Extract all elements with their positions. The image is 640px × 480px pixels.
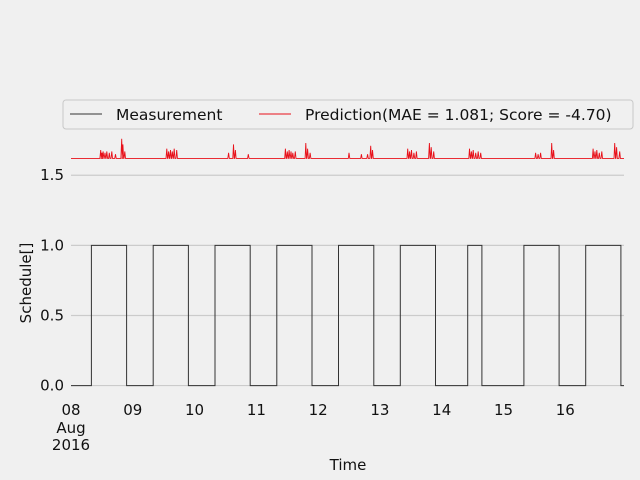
y-axis-label: Schedule[] <box>17 243 35 324</box>
x-tick-label-6: 14 <box>432 401 451 419</box>
x-axis-label: Time <box>329 456 367 474</box>
grid <box>71 175 624 385</box>
x-tick-label-3: 11 <box>247 401 266 419</box>
x-tick-label-2: 10 <box>185 401 204 419</box>
x-tick-label-0: 08 <box>61 401 80 419</box>
x-tick-sublabel-0-0: Aug <box>56 419 85 437</box>
y-tick-label-2: 1.0 <box>40 236 64 254</box>
x-tick-label-7: 15 <box>494 401 513 419</box>
x-tick-label-1: 09 <box>123 401 142 419</box>
y-tick-label-1: 0.5 <box>40 306 64 324</box>
legend-label-prediction: Prediction(MAE = 1.081; Score = -4.70) <box>305 106 612 124</box>
y-tick-label-0: 0.0 <box>40 377 64 395</box>
x-tick-label-8: 16 <box>556 401 575 419</box>
series-prediction-line <box>71 139 624 159</box>
x-tick-sublabel-0-1: 2016 <box>52 436 90 454</box>
x-tick-label-5: 13 <box>370 401 389 419</box>
legend: Measurement Prediction(MAE = 1.081; Scor… <box>63 100 633 129</box>
y-tick-label-3: 1.5 <box>40 166 64 184</box>
x-tick-label-4: 12 <box>309 401 328 419</box>
legend-label-measurement: Measurement <box>116 106 222 124</box>
